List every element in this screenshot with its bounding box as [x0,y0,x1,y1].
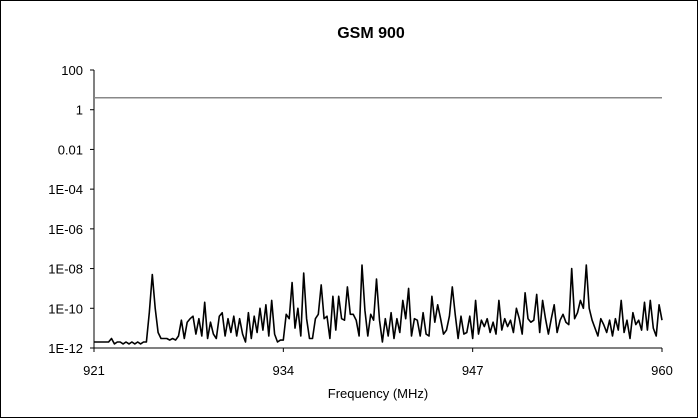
chart-title: GSM 900 [337,25,405,42]
y-tick-label: 100 [61,63,83,78]
y-tick-label: 1 [76,103,83,118]
x-tick-label: 921 [83,363,105,378]
x-axis-title: Frequency (MHz) [328,386,428,401]
x-tick-label: 960 [651,363,673,378]
x-tick-label: 947 [462,363,484,378]
measurement-line [94,264,663,345]
y-tick-label: 1E-10 [48,301,83,316]
y-tick-label: 1E-12 [48,341,83,356]
y-tick-label: 1E-06 [48,222,83,237]
plot-area: 1E-12 1E-10 1E-08 1E-06 1E-04 0.01 1 100 921 934 9… [48,63,673,378]
y-tick-label: 1E-04 [48,182,83,197]
y-tick-label: 0.01 [58,142,83,157]
y-tick-label: 1E-08 [48,262,83,277]
x-tick-label: 934 [272,363,294,378]
